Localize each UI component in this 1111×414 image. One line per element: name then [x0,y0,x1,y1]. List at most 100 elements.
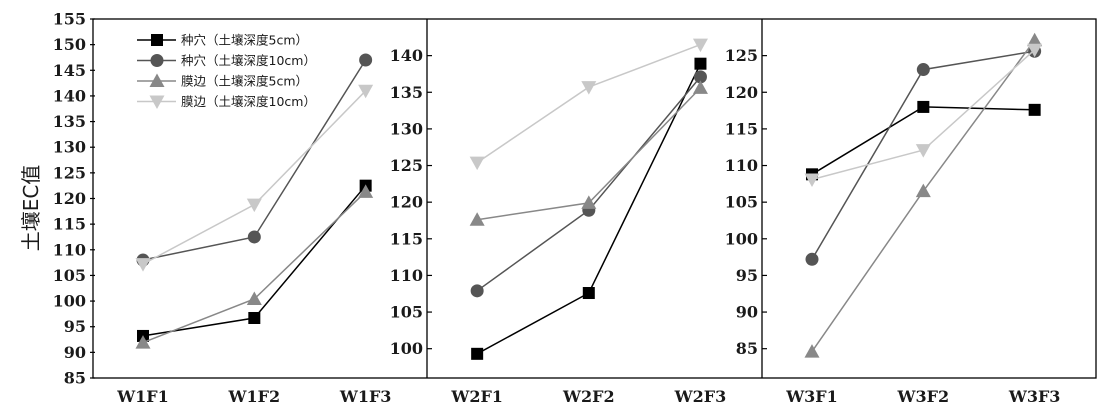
x-tick-label: W2F3 [674,387,727,406]
x-tick-label: W1F2 [228,387,281,406]
y-tick-label: 115 [53,215,86,234]
data-point [804,173,820,187]
panel-2: 100 105 110 115 120 125 130 135 140 W2F1 W2F2 W2F3 [390,38,727,406]
series-1 [805,100,1041,181]
y-tick-label: 140 [53,86,86,105]
series-3 [135,184,374,349]
data-point [469,212,485,226]
data-point [916,63,930,77]
data-point [135,335,151,349]
y-tick-label: 135 [53,112,86,131]
y-tick-label: 105 [53,266,86,285]
series-3 [469,80,708,226]
data-point [915,183,931,198]
data-point [692,38,708,53]
y-tick-label: 95 [736,266,758,285]
series-3 [804,32,1043,358]
y-tick-label: 115 [725,119,758,138]
y-tick-label: 115 [390,229,423,248]
x-tick-label: W2F1 [450,387,503,406]
y-tick-label: 125 [53,163,86,182]
x-tick-label: W3F1 [785,387,838,406]
series-line [142,59,367,261]
y-tick-label: 125 [390,156,423,175]
data-point [581,195,597,209]
chart-panels: 85 90 95 100 105 110 115 120 125 130 135 140 145 150 1… [53,10,1061,407]
y-tick-label: 105 [390,303,423,322]
data-point [915,144,931,158]
data-point [693,70,707,84]
y-tick-label: 125 [725,46,758,65]
data-point [1027,43,1043,58]
data-point [804,344,820,358]
legend: 种穴（土壤深度5cm） 种穴（土壤深度10cm） 膜边（土壤深度5cm） 膜边（土壤深… [137,33,316,109]
data-point [135,258,151,272]
legend-entry: 膜边（土壤深度5cm） [137,73,308,89]
y-tick-label: 110 [725,156,758,175]
y-tick-label: 135 [390,83,423,102]
legend-marker [149,95,165,109]
y-tick-label: 150 [53,35,86,54]
y-tick-label: 100 [53,292,86,311]
legend-marker [149,73,165,87]
y-tick-label: 95 [64,317,86,336]
y-tick-label: 155 [53,10,86,29]
data-point [694,57,707,70]
series-4 [804,43,1043,187]
y-tick-label: 120 [390,193,423,212]
data-point [1028,103,1041,116]
series-1 [471,57,707,360]
y-tick-label: 90 [736,303,758,322]
x-tick-label: W1F3 [339,387,392,406]
data-point [471,347,484,360]
y-tick-label: 140 [390,46,423,65]
series-line [476,43,701,164]
x-tick-label: W3F2 [897,387,950,406]
y-tick-label: 100 [725,229,758,248]
legend-entry: 膜边（土壤深度10cm） [137,94,316,109]
legend-marker [150,54,164,67]
legend-label: 膜边（土壤深度10cm） [181,94,316,109]
y-tick-label: 130 [53,138,86,157]
panel-3: 85 90 95 100 105 110 115 120 125 W3F1 W3F2 W3F3 [725,32,1061,406]
legend-label: 种穴（土壤深度5cm） [181,33,308,48]
y-tick-label: 120 [725,83,758,102]
legend-label: 种穴（土壤深度10cm） [181,53,316,68]
series-line [811,106,1035,175]
series-4 [469,38,708,171]
y-tick-label: 105 [725,193,758,212]
data-point [358,184,374,198]
data-point [358,84,374,99]
y-axis-label: 土壤EC值 [19,165,43,252]
y-tick-label: 100 [390,339,423,358]
data-point [692,80,708,94]
data-point [917,100,930,113]
y-tick-label: 145 [53,61,86,80]
y-tick-label: 130 [390,119,423,138]
x-tick-label: W3F3 [1008,387,1061,406]
data-point [582,287,595,300]
y-tick-label: 85 [736,339,758,358]
data-point [581,81,597,95]
data-point [805,252,819,266]
series-4 [135,84,374,272]
data-point [246,291,262,306]
y-tick-label: 110 [53,240,86,259]
data-point [359,53,373,67]
x-tick-label: W2F2 [562,387,615,406]
data-point [1027,32,1043,47]
y-tick-label: 90 [64,343,86,362]
legend-label: 膜边（土壤深度5cm） [181,74,308,89]
data-point [248,311,261,324]
legend-marker [151,34,163,46]
y-tick-label: 110 [390,266,423,285]
series-line [476,76,702,292]
series-2 [470,70,707,298]
data-point [247,230,261,244]
legend-entry: 种穴（土壤深度10cm） [137,53,316,68]
panel-1: 85 90 95 100 105 110 115 120 125 130 135 140 145 150 1… [53,10,392,407]
data-point [470,284,484,298]
legend-entry: 种穴（土壤深度5cm） [137,33,308,48]
x-tick-label: W1F1 [116,387,169,406]
